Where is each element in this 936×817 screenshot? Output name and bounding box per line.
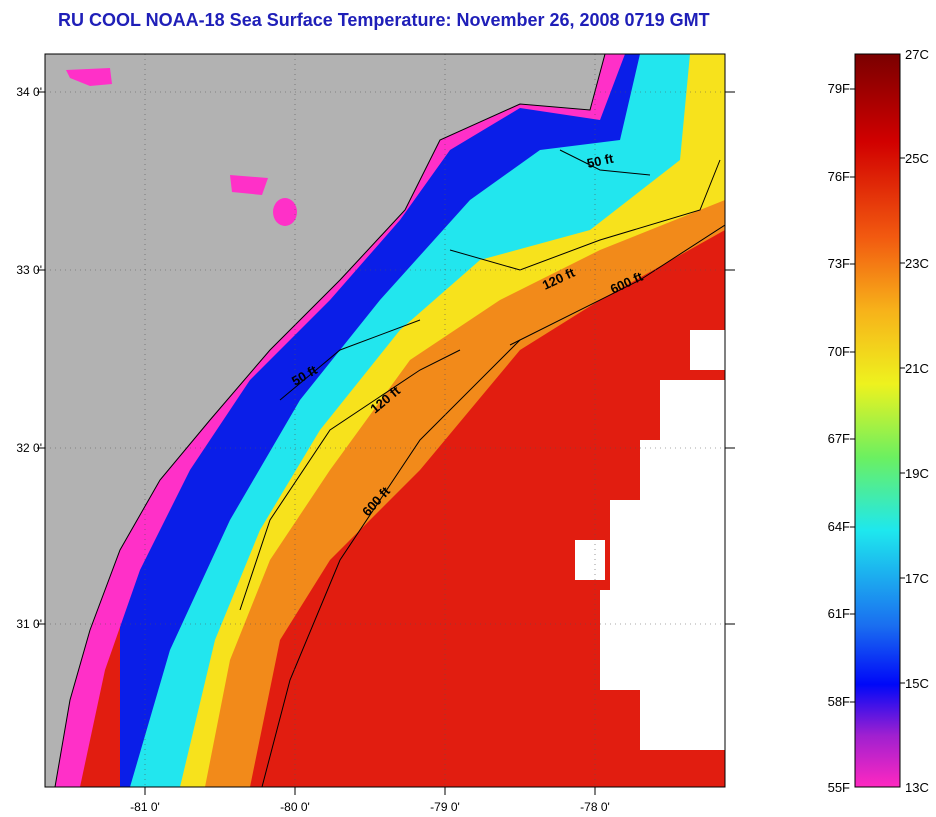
sst-map	[45, 54, 725, 787]
inland-lake	[66, 68, 112, 86]
colorbar-fahrenheit-label: 67F	[827, 431, 850, 446]
longitude-label: -81 0'	[130, 800, 160, 814]
colorbar-fahrenheit-label: 55F	[827, 780, 850, 795]
isobath-600ft-south	[261, 339, 521, 787]
colorbar-celsius-label: 25C	[905, 151, 929, 166]
colorbar-celsius-label: 23C	[905, 256, 929, 271]
colorbar-celsius-label: 27C	[905, 47, 929, 62]
colorbar-ticks	[850, 88, 905, 703]
colorbar-celsius-label: 21C	[905, 361, 929, 376]
map-grid	[45, 54, 725, 787]
longitude-label: -79 0'	[430, 800, 460, 814]
longitude-label: -80 0'	[280, 800, 310, 814]
longitude-label: -78 0'	[580, 800, 610, 814]
cloud-cover	[575, 330, 725, 750]
colorbar-fahrenheit-label: 70F	[827, 344, 850, 359]
inland-lake	[273, 198, 297, 226]
colorbar-celsius-label: 13C	[905, 780, 929, 795]
colorbar-celsius-label: 19C	[905, 466, 929, 481]
colorbar-fahrenheit-label: 73F	[827, 256, 850, 271]
coastline	[54, 54, 606, 787]
latitude-label: 31 0'	[16, 617, 42, 631]
isobath-50ft-south	[279, 319, 421, 401]
isobath-600ft-north	[509, 224, 725, 346]
axis-ticks	[37, 91, 735, 795]
colorbar	[854, 53, 901, 788]
inland-lake	[230, 175, 268, 195]
land-area	[45, 54, 605, 787]
isobath-label: 50 ft	[586, 151, 616, 171]
colorbar-fahrenheit-label: 76F	[827, 169, 850, 184]
colorbar-fahrenheit-label: 58F	[827, 694, 850, 709]
isobath-50ft-north	[559, 149, 651, 176]
colorbar-celsius-label: 15C	[905, 676, 929, 691]
chart-title: RU COOL NOAA-18 Sea Surface Temperature:…	[58, 10, 710, 30]
map-frame	[44, 53, 726, 788]
colorbar-fahrenheit-label: 64F	[827, 519, 850, 534]
latitude-label: 32 0'	[16, 441, 42, 455]
latitude-label: 34 0'	[16, 85, 42, 99]
colorbar-fahrenheit-label: 79F	[827, 81, 850, 96]
colorbar-celsius-label: 17C	[905, 571, 929, 586]
latitude-label: 33 0'	[16, 263, 42, 277]
isobath-120ft-south	[239, 349, 461, 611]
colorbar-fahrenheit-label: 61F	[827, 606, 850, 621]
isobath-120ft-north	[449, 159, 721, 271]
